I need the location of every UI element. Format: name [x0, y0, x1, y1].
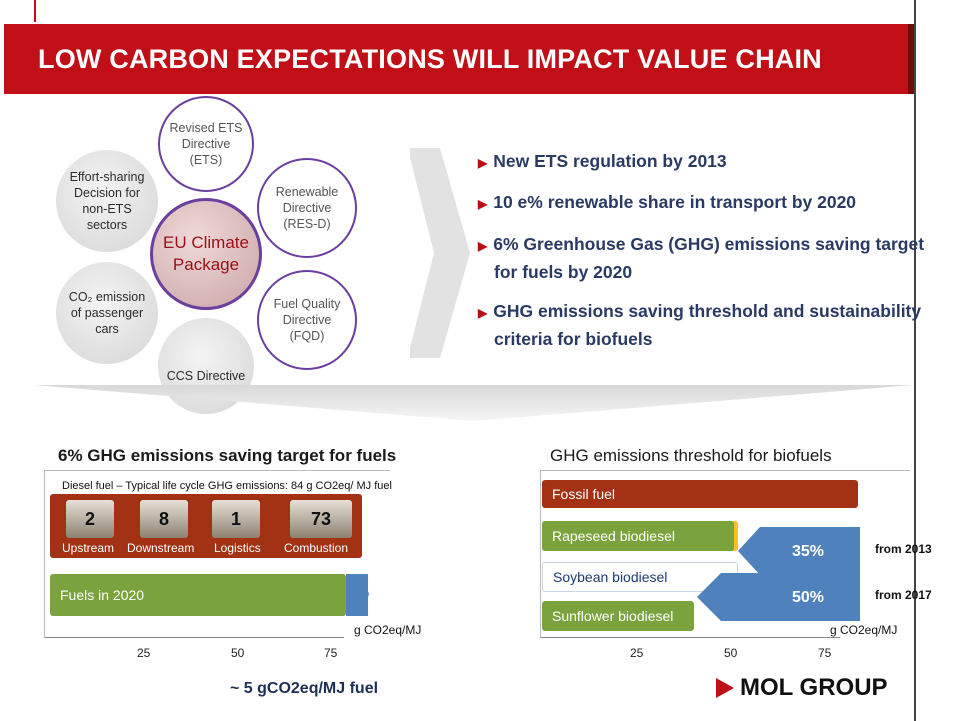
right-chart-top-line: [540, 470, 910, 471]
threshold-35-label: 35%: [792, 543, 825, 560]
threshold-50-note: from 2017: [875, 588, 932, 602]
left-footnote: ~ 5 gCO2eq/MJ fuel: [230, 680, 379, 697]
stage-logistics-label: Logistics: [214, 541, 261, 555]
bullet-3: ▶ 6% Greenhouse Gas (GHG) emissions savin…: [478, 234, 925, 282]
page-title: LOW CARBON EXPECTATIONS WILL IMPACT VALU…: [38, 43, 822, 74]
mol-group-logo: MOL GROUP: [716, 674, 888, 702]
chevron-arrow: [410, 148, 470, 358]
threshold-35-arrow: [738, 527, 860, 575]
stage-downstream-tile: 8: [140, 500, 188, 538]
right-tick-50: 50: [724, 646, 738, 660]
bullet-4: ▶ GHG emissions saving threshold and sust…: [478, 301, 922, 349]
sunflower-bar: Sunflower biodiesel: [542, 601, 694, 631]
right-chart-header: GHG emissions threshold for biofuels: [550, 446, 832, 465]
rapeseed-bar-inner: Rapeseed biodiesel: [542, 521, 734, 551]
left-unit-label: g CO2eq/MJ: [354, 623, 422, 637]
left-chart-subtitle: Diesel fuel – Typical life cycle GHG emi…: [62, 480, 392, 492]
fuels-2020-bar: Fuels in 2020: [50, 574, 346, 616]
left-axis-line: [44, 637, 344, 638]
stage-logistics-tile: 1: [212, 500, 260, 538]
stage-combustion-label: Combustion: [284, 541, 349, 555]
left-tick-25: 25: [137, 646, 151, 660]
threshold-35-note: from 2013: [875, 542, 932, 556]
left-chart-top-line: [44, 470, 390, 471]
down-chevron: [34, 385, 914, 421]
right-axis-vline: [540, 470, 541, 638]
top-divider: [34, 0, 36, 22]
co2-passenger-cars-circle: CO₂ emission of passenger cars: [56, 262, 158, 364]
saving-6pct-bar: [346, 574, 368, 616]
eu-climate-package-circle: EU Climate Package: [150, 198, 262, 310]
ets-directive-circle: Revised ETS Directive (ETS): [158, 96, 254, 192]
stage-upstream-label: Upstream: [62, 541, 115, 555]
stage-upstream-tile: 2: [66, 500, 114, 538]
right-axis-line: [540, 637, 840, 638]
saving-6pct-label: 6%: [349, 584, 370, 600]
right-tick-75: 75: [818, 646, 832, 660]
title-bar: LOW CARBON EXPECTATIONS WILL IMPACT VALU…: [4, 24, 914, 94]
bullet-triangle-icon: ▶: [478, 239, 488, 253]
effort-sharing-circle: Effort-sharing Decision for non-ETS sect…: [56, 150, 158, 252]
right-unit-label: g CO2eq/MJ: [830, 623, 898, 637]
left-tick-75: 75: [324, 646, 338, 660]
bullet-triangle-icon: ▶: [478, 306, 488, 320]
threshold-50-arrow: [697, 573, 860, 621]
right-divider: [914, 0, 916, 721]
bullet-triangle-icon: ▶: [478, 156, 488, 170]
left-chart-header: 6% GHG emissions saving target for fuels: [58, 446, 397, 465]
threshold-50-label: 50%: [792, 589, 825, 606]
left-axis-vline: [44, 470, 45, 638]
left-tick-50: 50: [231, 646, 245, 660]
renewable-directive-circle: Renewable Directive (RES-D): [257, 158, 357, 258]
bullet-1: ▶ New ETS regulation by 2013: [478, 151, 727, 171]
right-tick-25: 25: [630, 646, 644, 660]
fuel-quality-directive-circle: Fuel Quality Directive (FQD): [257, 270, 357, 370]
bullet-triangle-icon: ▶: [478, 197, 488, 211]
stage-combustion-tile: 73: [290, 500, 352, 538]
soybean-bar: Soybean biodiesel: [542, 562, 738, 592]
bullet-2: ▶ 10 e% renewable share in transport by 2…: [478, 192, 857, 212]
fossil-fuel-bar: Fossil fuel: [542, 480, 858, 508]
logo-arrow-icon: [716, 678, 734, 698]
stage-downstream-label: Downstream: [127, 541, 195, 555]
